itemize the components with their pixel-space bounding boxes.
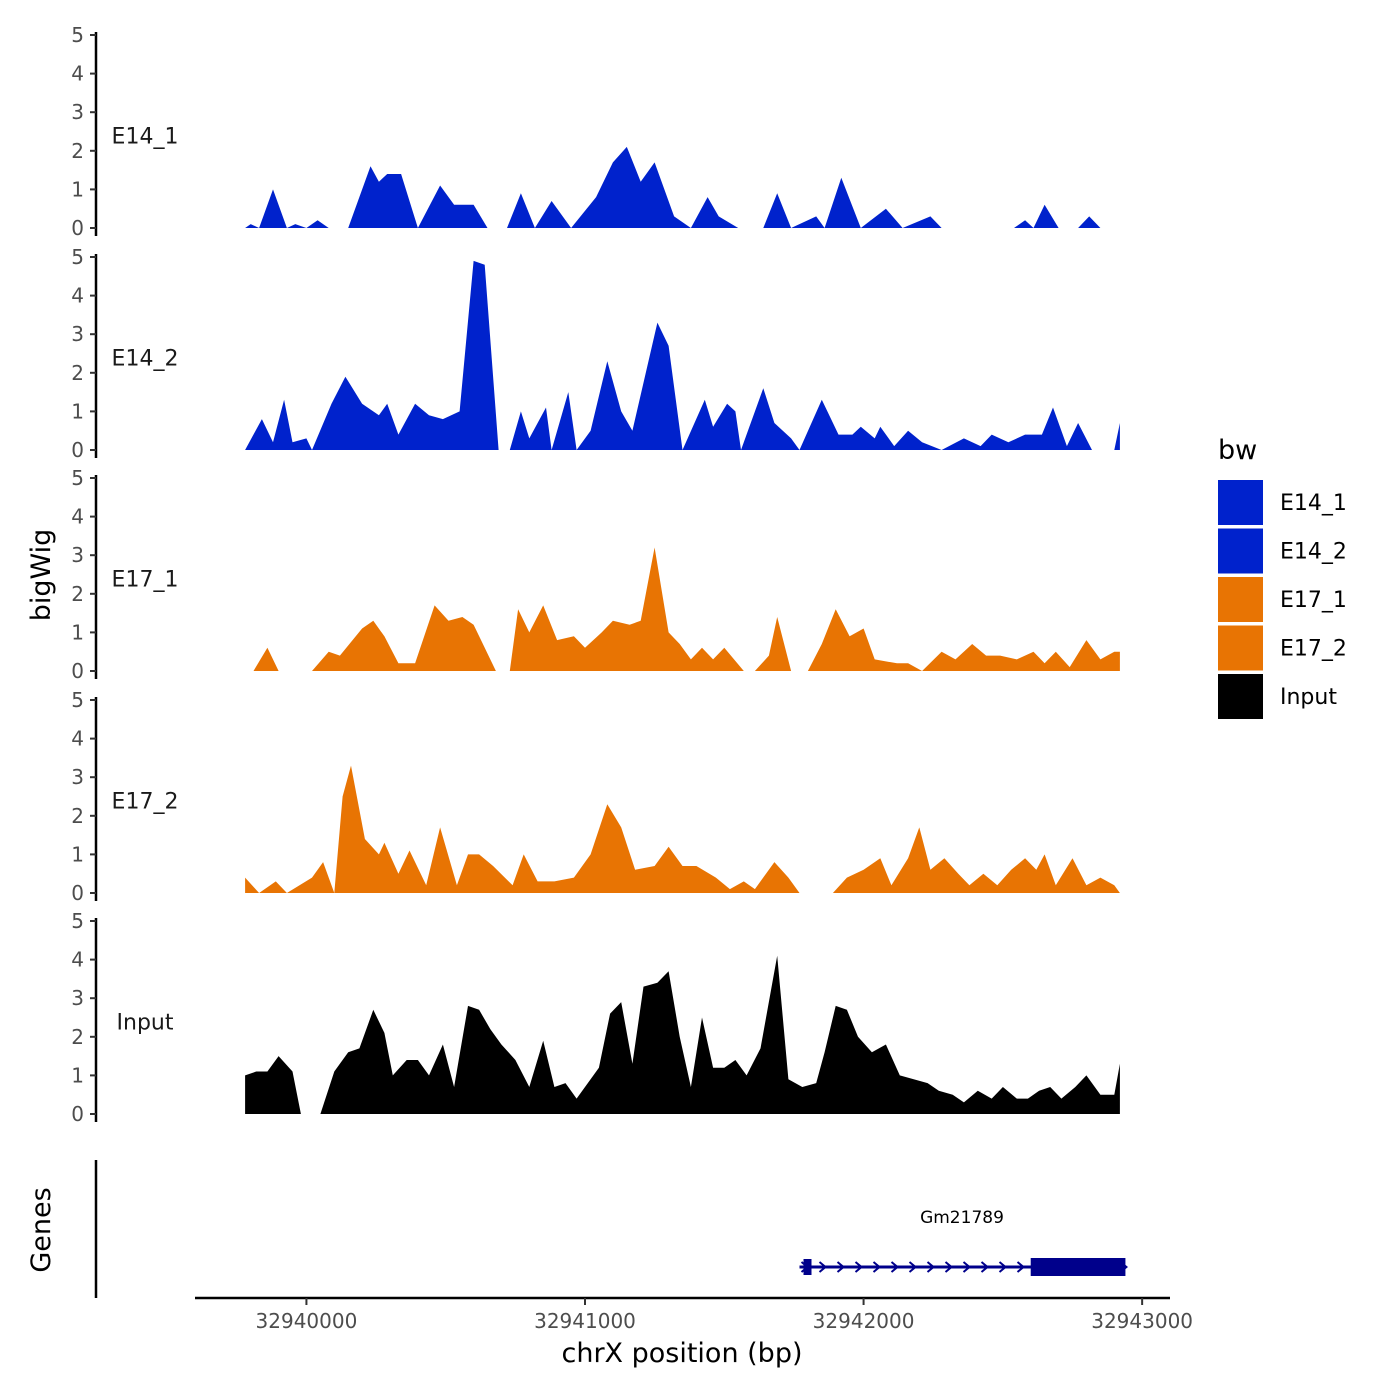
x-tick-label: 32940000 <box>256 1309 358 1333</box>
track-label: E17_2 <box>112 789 179 814</box>
strand-arrow-icon <box>890 1261 900 1273</box>
strand-arrow-icon <box>944 1261 954 1273</box>
strand-arrow-icon <box>854 1261 864 1273</box>
gene-exon <box>1030 1258 1126 1276</box>
x-tick-label: 32942000 <box>813 1309 915 1333</box>
strand-arrow-icon <box>800 1261 810 1273</box>
strand-arrow-icon <box>980 1261 990 1273</box>
y-tick-label: 0 <box>71 216 84 240</box>
legend-label: E17_1 <box>1280 588 1347 613</box>
y-tick-label: 1 <box>71 1063 84 1087</box>
track-area-e14_1 <box>245 146 1101 228</box>
legend-label: E14_1 <box>1280 491 1347 516</box>
legend-entry-e17_2: E17_2 <box>1218 625 1347 671</box>
track-label: E14_2 <box>112 346 179 371</box>
y-tick-label: 0 <box>71 438 84 462</box>
legend-entry-input: Input <box>1218 674 1337 719</box>
x-axis-title: chrX position (bp) <box>561 1338 802 1369</box>
y-tick-label: 5 <box>71 688 84 712</box>
y-tick-label: 2 <box>71 804 84 828</box>
genes-title: Genes <box>26 1187 57 1272</box>
y-tick-label: 5 <box>71 909 84 933</box>
legend: bw E14_1 E14_2 E17_1 E17_2 Input <box>1218 435 1347 719</box>
y-tick-label: 1 <box>71 399 84 423</box>
y-tick-label: 0 <box>71 659 84 683</box>
track-input: 0 1 2 3 4 5 Input <box>71 909 1120 1126</box>
gene-label: Gm21789 <box>920 1208 1004 1228</box>
y-tick-label: 5 <box>71 23 84 47</box>
legend-title: bw <box>1218 435 1257 466</box>
legend-label: E14_2 <box>1280 540 1347 565</box>
track-e14_1: 0 1 2 3 4 5 E14_1 <box>71 23 1101 240</box>
y-tick-label: 2 <box>71 582 84 606</box>
legend-swatch <box>1218 625 1263 671</box>
y-tick-label: 4 <box>71 727 84 751</box>
legend-swatch <box>1218 577 1263 622</box>
strand-arrow-icon <box>908 1261 918 1273</box>
tracks-layer: 0 1 2 3 4 5 E14_1 0 1 2 3 4 5 E14_2 0 1 2 3 4 5 E17_1 0 1 2 3 4 5 E… <box>71 23 1120 1126</box>
legend-label: Input <box>1280 685 1337 710</box>
legend-swatch <box>1218 674 1263 719</box>
y-tick-label: 3 <box>71 322 84 346</box>
x-axis: 32940000 32941000 32942000 32943000 <box>195 1296 1193 1333</box>
y-tick-label: 5 <box>71 466 84 490</box>
y-tick-label: 1 <box>71 620 84 644</box>
strand-arrow-icon <box>1016 1261 1026 1273</box>
strand-arrow-icon <box>926 1261 936 1273</box>
y-tick-label: 3 <box>71 765 84 789</box>
x-tick-label: 32941000 <box>534 1309 636 1333</box>
y-tick-label: 4 <box>71 505 84 529</box>
track-e17_2: 0 1 2 3 4 5 E17_2 <box>71 688 1120 905</box>
track-area-input <box>245 955 1120 1114</box>
track-e17_1: 0 1 2 3 4 5 E17_1 <box>71 466 1120 683</box>
y-tick-label: 2 <box>71 1025 84 1049</box>
track-area-e17_1 <box>253 547 1120 671</box>
legend-swatch <box>1218 528 1263 574</box>
y-axis-title: bigWig <box>26 529 57 622</box>
track-label: E14_1 <box>112 124 179 149</box>
y-tick-label: 3 <box>71 543 84 567</box>
y-tick-label: 2 <box>71 139 84 163</box>
legend-swatch <box>1218 480 1263 525</box>
y-tick-label: 1 <box>71 842 84 866</box>
strand-arrow-icon <box>836 1261 846 1273</box>
track-label: E17_1 <box>112 567 179 592</box>
y-tick-label: 3 <box>71 986 84 1010</box>
y-tick-label: 0 <box>71 1102 84 1126</box>
legend-entry-e14_2: E14_2 <box>1218 528 1347 574</box>
y-tick-label: 1 <box>71 177 84 201</box>
track-area-e14_2 <box>245 260 1120 450</box>
y-tick-label: 2 <box>71 361 84 385</box>
track-area-e17_2 <box>245 765 1120 893</box>
legend-entry-e17_1: E17_1 <box>1218 577 1347 622</box>
strand-arrow-icon <box>818 1261 828 1273</box>
strand-arrow-icon <box>998 1261 1008 1273</box>
genes-panel: Genes Gm21789 <box>26 1160 1128 1298</box>
gene-model <box>799 1258 1128 1276</box>
y-tick-label: 4 <box>71 948 84 972</box>
legend-label: E17_2 <box>1280 637 1347 662</box>
strand-arrow-icon <box>962 1261 972 1273</box>
track-label: Input <box>117 1010 174 1035</box>
strand-arrow-icon <box>1119 1261 1128 1273</box>
strand-arrow-icon <box>872 1261 882 1273</box>
track-e14_2: 0 1 2 3 4 5 E14_2 <box>71 245 1120 462</box>
y-tick-label: 4 <box>71 284 84 308</box>
y-tick-label: 4 <box>71 62 84 86</box>
y-tick-label: 0 <box>71 881 84 905</box>
legend-entry-e14_1: E14_1 <box>1218 480 1347 525</box>
x-tick-label: 32943000 <box>1091 1309 1193 1333</box>
y-tick-label: 3 <box>71 100 84 124</box>
y-tick-label: 5 <box>71 245 84 269</box>
